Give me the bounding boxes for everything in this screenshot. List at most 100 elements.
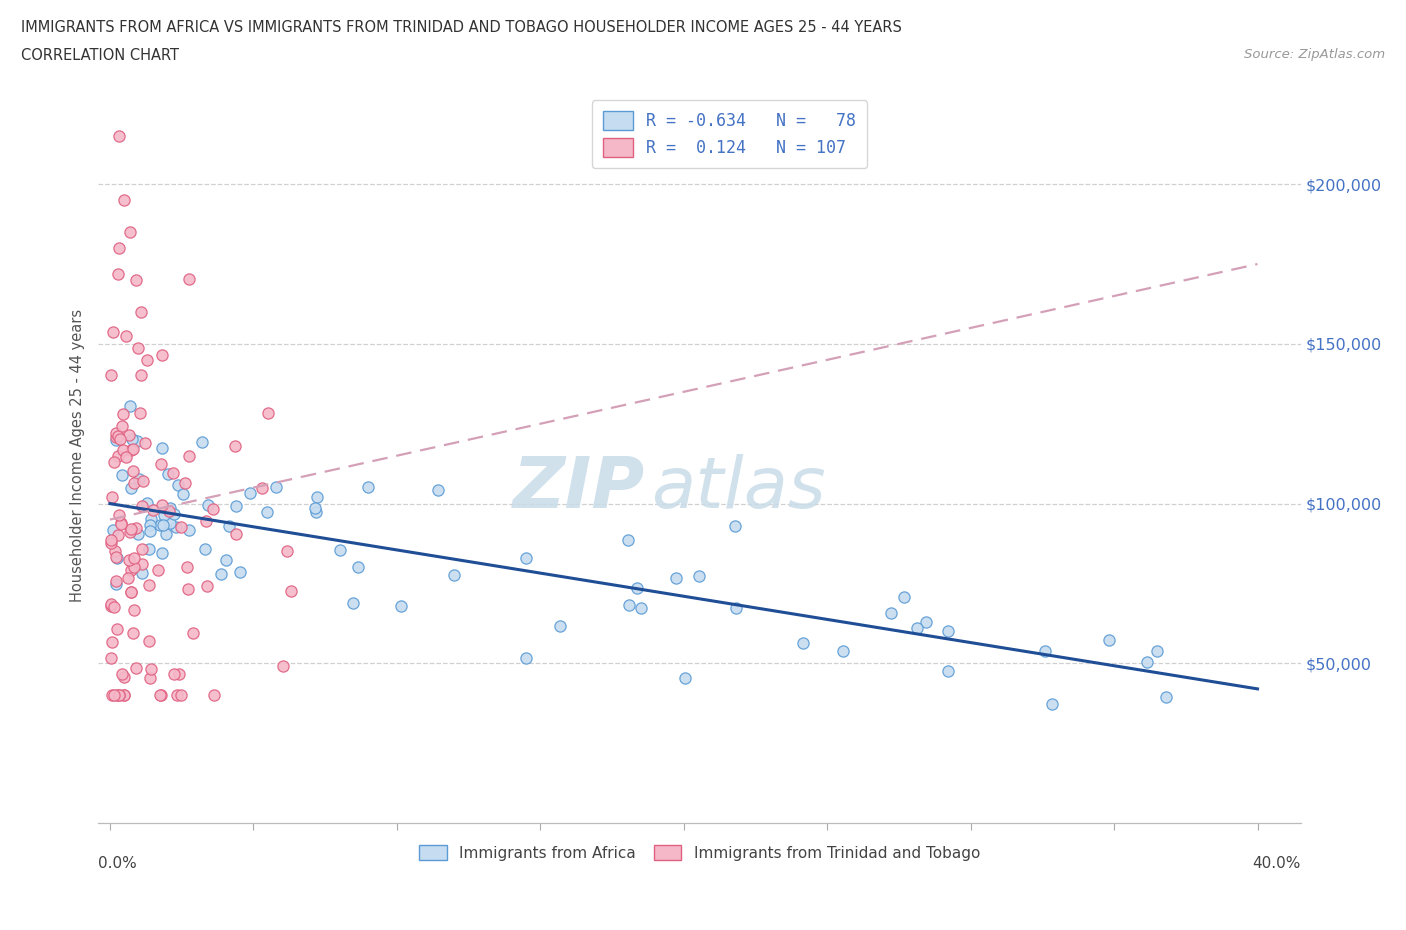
Point <box>155 526 177 541</box>
Point <box>159 515 181 530</box>
Point <box>138 634 160 649</box>
Point <box>181 626 204 641</box>
Point <box>224 439 246 454</box>
Point <box>112 688 135 703</box>
Point <box>131 556 153 571</box>
Point <box>124 603 146 618</box>
Point <box>117 553 139 568</box>
Point <box>347 560 370 575</box>
Point <box>688 569 710 584</box>
Point <box>177 272 200 286</box>
Point <box>357 480 380 495</box>
Point <box>131 566 153 581</box>
Point <box>152 518 174 533</box>
Point <box>149 688 172 703</box>
Point <box>104 543 127 558</box>
Point <box>139 671 162 685</box>
Point <box>107 129 129 144</box>
Point <box>138 578 160 592</box>
Point <box>138 523 160 538</box>
Point <box>131 304 153 319</box>
Point <box>515 551 537 565</box>
Point <box>256 505 278 520</box>
Point <box>1035 644 1057 658</box>
Point <box>163 666 186 681</box>
Point <box>194 541 217 556</box>
Point <box>150 498 173 512</box>
Point <box>100 650 122 665</box>
Point <box>195 578 218 593</box>
Point <box>122 560 145 575</box>
Point <box>177 581 200 596</box>
Point <box>108 241 131 256</box>
Point <box>105 574 128 589</box>
Point <box>548 619 571 634</box>
Point <box>936 623 959 638</box>
Point <box>105 432 128 447</box>
Point <box>131 541 153 556</box>
Point <box>101 688 124 703</box>
Point <box>122 463 145 478</box>
Point <box>225 499 247 514</box>
Point <box>172 486 194 501</box>
Point <box>138 541 160 556</box>
Point <box>120 585 142 600</box>
Point <box>115 328 138 343</box>
Point <box>163 507 186 522</box>
Point <box>250 480 273 495</box>
Point <box>167 666 190 681</box>
Point <box>329 542 352 557</box>
Point <box>108 508 131 523</box>
Point <box>100 598 122 613</box>
Point <box>218 519 240 534</box>
Point <box>112 406 135 421</box>
Point <box>107 429 129 444</box>
Point <box>880 606 903 621</box>
Point <box>905 620 928 635</box>
Point <box>162 466 184 481</box>
Point <box>179 449 201 464</box>
Point <box>131 498 153 513</box>
Point <box>1098 632 1121 647</box>
Point <box>124 661 146 676</box>
Point <box>167 477 190 492</box>
Point <box>111 468 134 483</box>
Point <box>120 584 142 599</box>
Point <box>176 560 198 575</box>
Point <box>121 432 143 446</box>
Point <box>673 671 696 686</box>
Point <box>148 518 170 533</box>
Point <box>125 272 148 287</box>
Point <box>239 486 262 501</box>
Point <box>170 688 193 703</box>
Point <box>127 340 149 355</box>
Point <box>129 367 152 382</box>
Point <box>105 425 128 440</box>
Point <box>127 526 149 541</box>
Point <box>118 525 141 539</box>
Point <box>128 472 150 486</box>
Point <box>110 515 132 530</box>
Point <box>104 577 127 591</box>
Text: Source: ZipAtlas.com: Source: ZipAtlas.com <box>1244 48 1385 61</box>
Point <box>105 551 128 565</box>
Point <box>201 501 224 516</box>
Point <box>893 590 915 604</box>
Point <box>112 688 135 703</box>
Point <box>256 405 278 420</box>
Text: ZIP: ZIP <box>513 454 645 524</box>
Point <box>100 596 122 611</box>
Point <box>150 457 173 472</box>
Point <box>389 598 412 613</box>
Point <box>626 580 648 595</box>
Point <box>146 563 169 578</box>
Point <box>150 348 173 363</box>
Point <box>111 667 134 682</box>
Point <box>139 518 162 533</box>
Point <box>110 516 132 531</box>
Point <box>120 443 142 458</box>
Point <box>101 325 124 339</box>
Point <box>342 595 364 610</box>
Point <box>1040 697 1063 711</box>
Point <box>225 526 247 541</box>
